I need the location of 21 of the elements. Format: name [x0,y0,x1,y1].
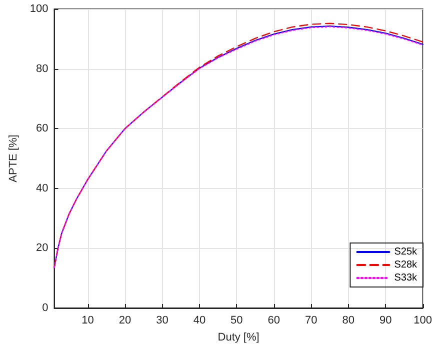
y-tick-label: 80 [36,62,48,75]
y-tick-label: 20 [36,242,48,254]
x-tick-label: 90 [379,314,392,326]
x-tick-label: 30 [156,314,168,326]
y-tick-label: 100 [30,3,48,15]
legend-label: S25k [394,246,418,258]
x-tick-label: 10 [82,314,94,326]
x-tick-label: 80 [342,314,354,326]
x-axis-title: Duty [%] [218,332,260,344]
x-tick-label: 70 [305,314,318,326]
y-tick-label: 40 [36,182,48,194]
y-tick-label: 60 [36,122,48,135]
y-tick-label: 0 [42,302,48,314]
x-tick-label: 20 [118,314,132,326]
x-tick-label: 60 [268,314,280,326]
legend-label: S33k [394,272,418,284]
legend-label: S28k [394,260,418,270]
x-tick-label: 100 [414,314,432,326]
x-tick-label: 50 [230,314,243,326]
y-axis-title: APTE [%] [8,134,20,182]
x-tick-label: 40 [193,314,206,326]
